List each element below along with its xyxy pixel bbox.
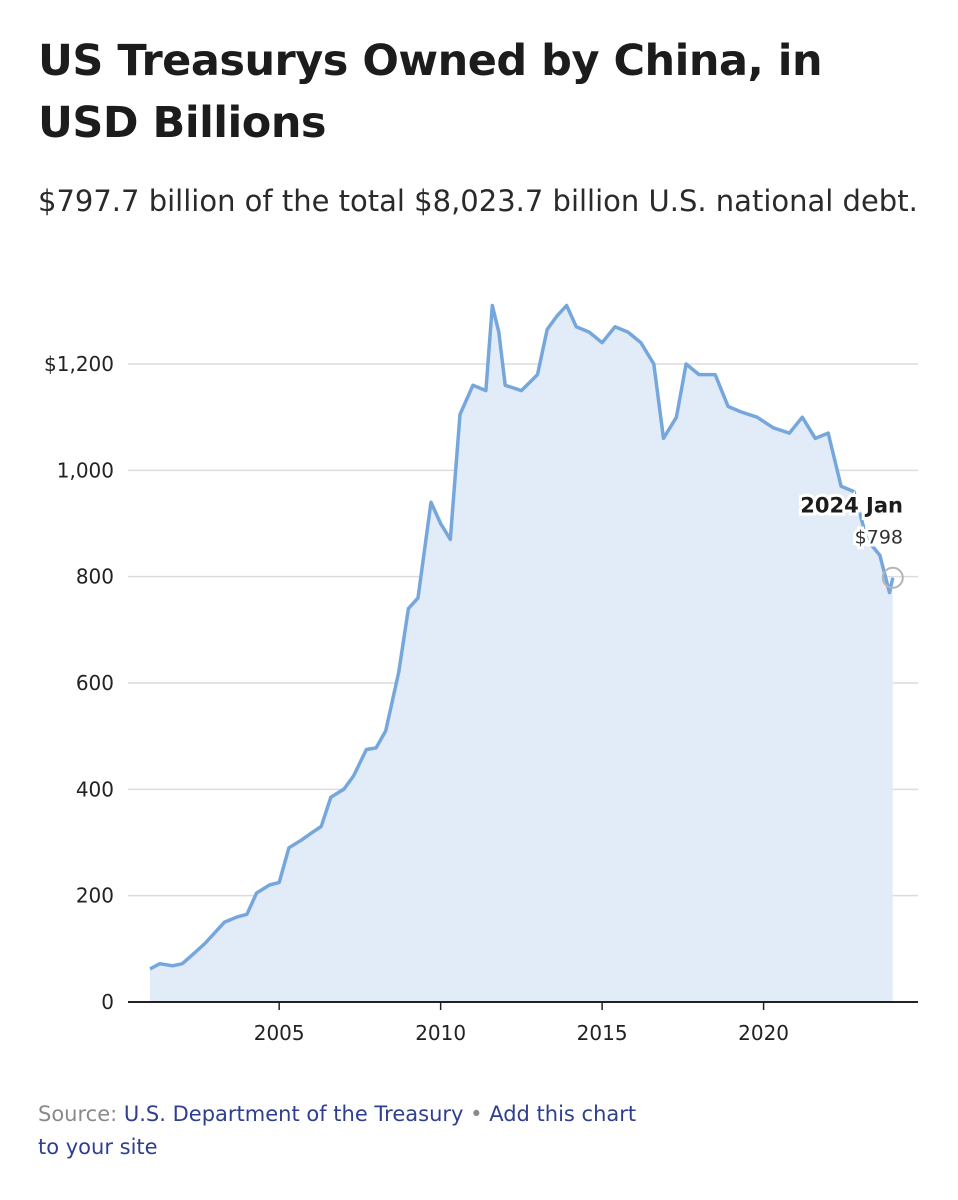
source-label: Source: <box>38 1102 118 1126</box>
chart-title: US Treasurys Owned by China, in USD Bill… <box>38 36 823 148</box>
x-tick-label: 2010 <box>415 1021 466 1045</box>
x-axis-ticks: 2005 2010 2015 2020 <box>254 1002 789 1045</box>
x-tick-label: 2020 <box>738 1021 789 1045</box>
y-tick-label: 400 <box>76 777 114 801</box>
chart-subtitle: $797.7 billion of the total $8,023.7 bil… <box>38 184 918 218</box>
y-tick-label: 1,000 <box>57 458 114 482</box>
x-tick-label: 2015 <box>577 1021 628 1045</box>
y-tick-label: 600 <box>76 671 114 695</box>
footer: Source: U.S. Department of the Treasury … <box>38 1098 658 1164</box>
series-area <box>150 305 893 1002</box>
y-tick-label: 0 <box>101 990 114 1014</box>
x-tick-label: 2005 <box>254 1021 305 1045</box>
area-chart: 0 200 400 600 800 1,000 $1,200 2005 2010 2015 202… <box>44 303 918 1045</box>
annotation-value-label: $798 <box>855 527 903 549</box>
y-axis-ticks: 0 200 400 600 800 1,000 $1,200 <box>44 352 114 1014</box>
annotation-date-label: 2024 Jan <box>800 494 903 518</box>
y-tick-label: 800 <box>76 565 114 589</box>
y-tick-label: 200 <box>76 884 114 908</box>
source-link[interactable]: U.S. Department of the Treasury <box>123 1102 464 1126</box>
hover-marker[interactable] <box>881 566 904 589</box>
add-chart-link[interactable]: Add this chart to your site <box>38 1102 637 1159</box>
tooltip-annotation: 2024 Jan $798 <box>797 491 906 589</box>
series-line[interactable] <box>149 303 895 971</box>
y-tick-label: $1,200 <box>44 352 114 376</box>
footer-separator: • <box>470 1102 483 1126</box>
